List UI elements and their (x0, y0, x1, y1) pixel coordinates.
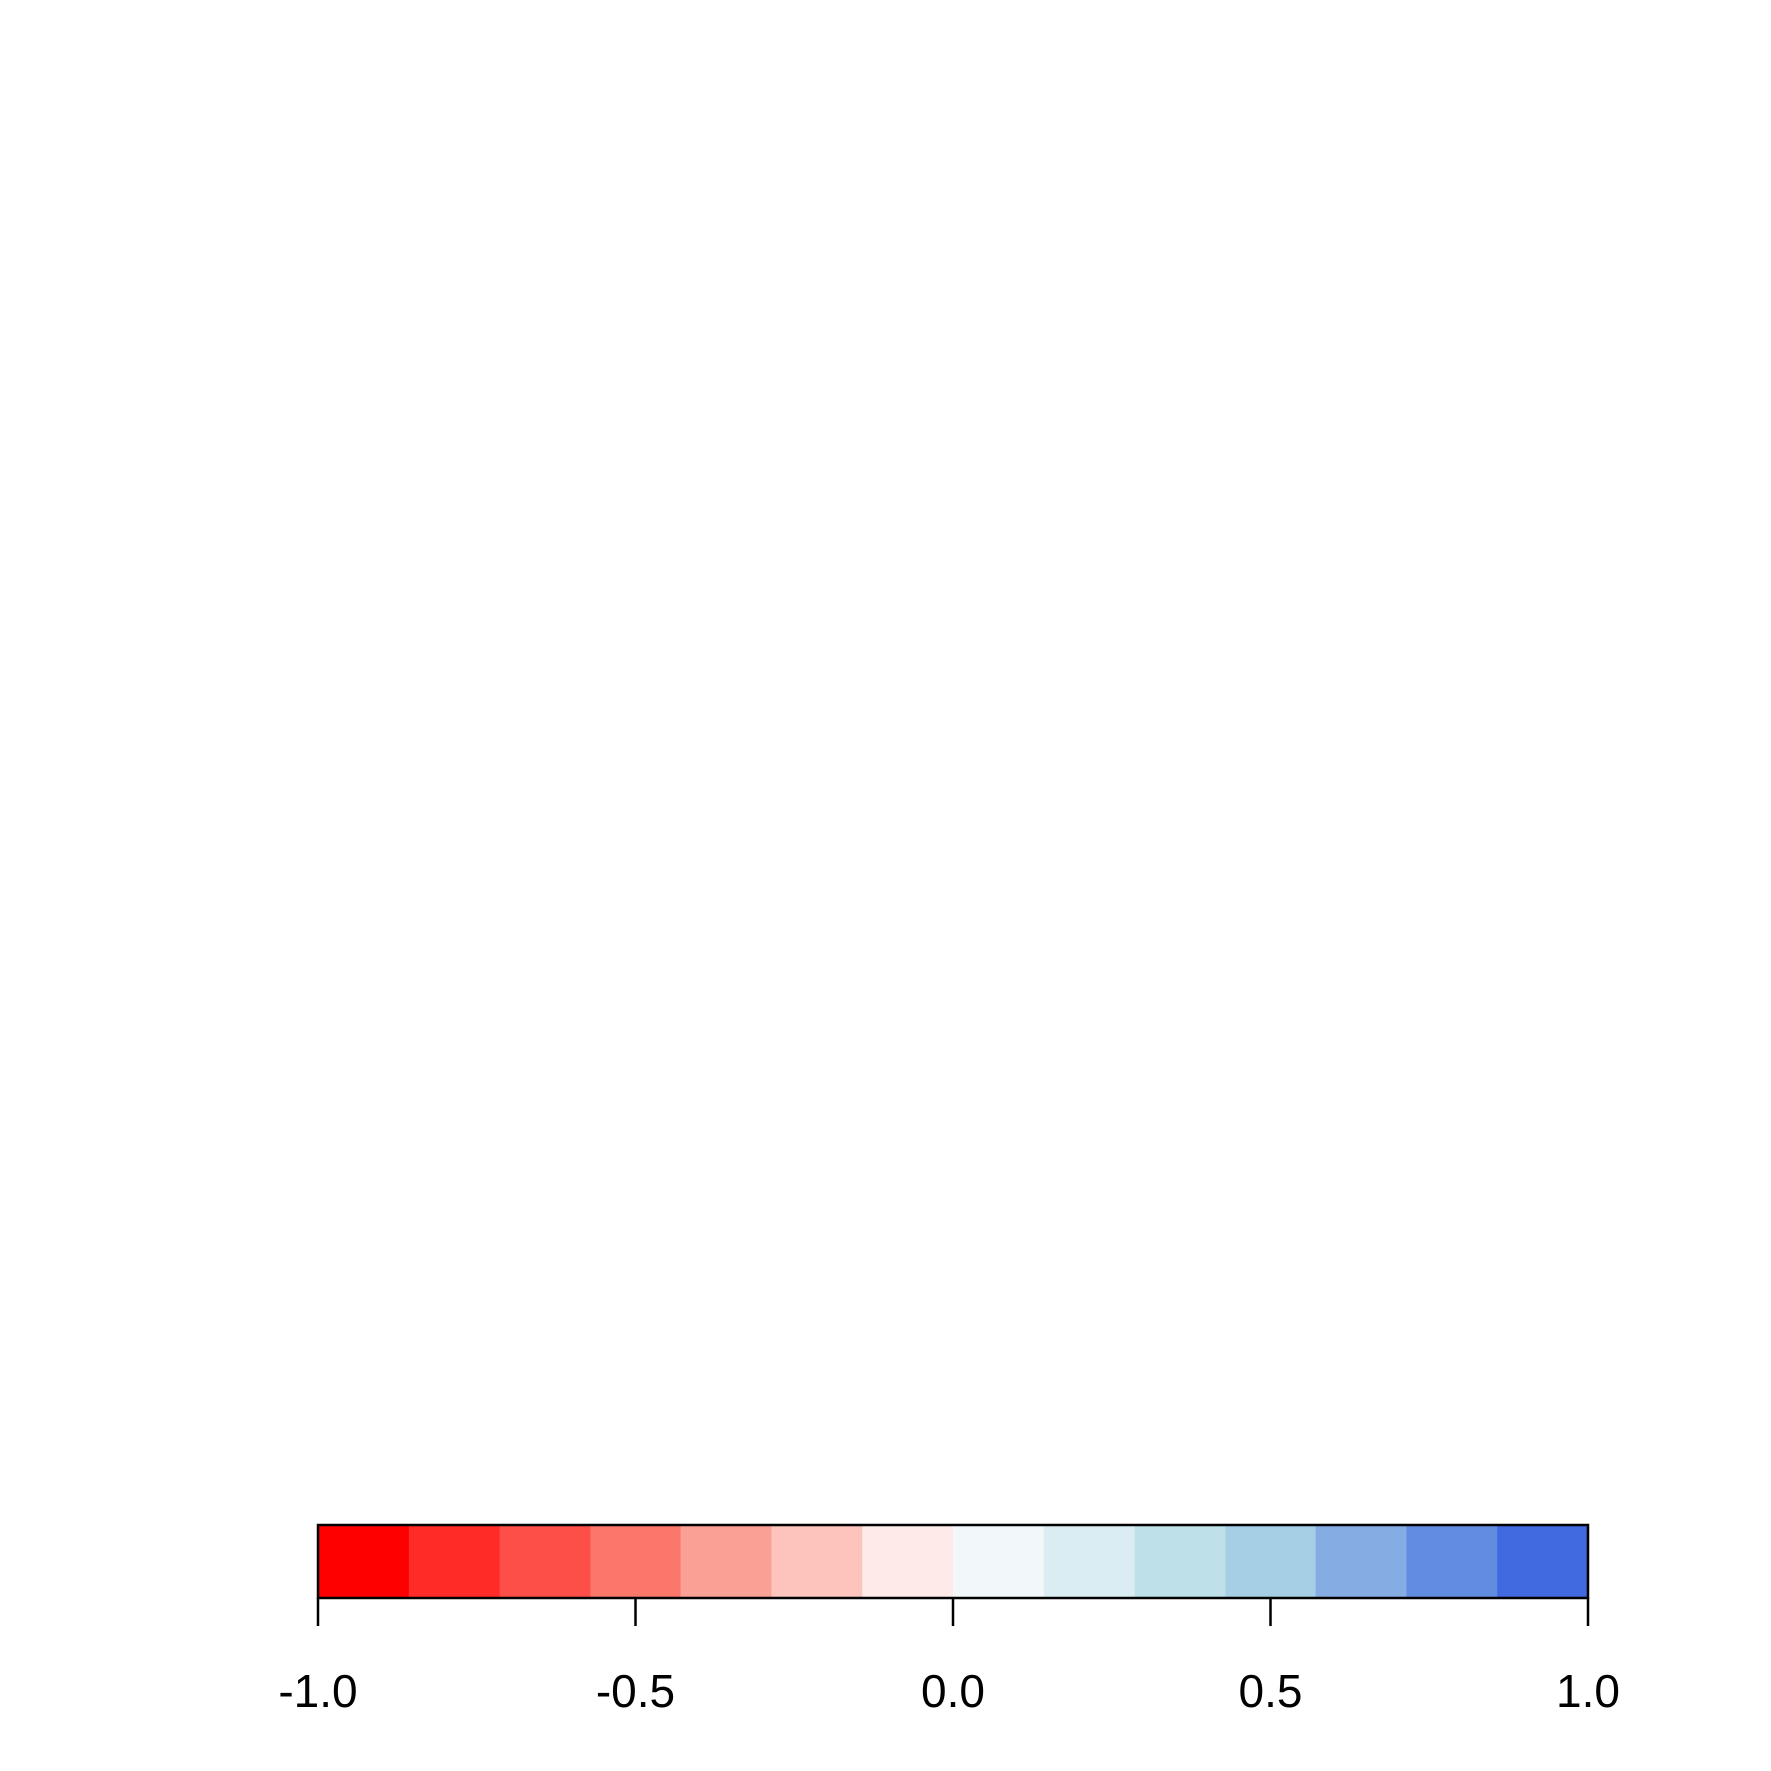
colorbar-bin-3 (590, 1525, 682, 1598)
colorbar-tick-label-0: -1.0 (278, 1665, 357, 1717)
colorbar-bins (318, 1525, 1589, 1598)
colorbar-axis: -1.0 -0.5 0.0 0.5 1.0 (278, 1598, 1620, 1717)
colorbar-tick-label-1: -0.5 (596, 1665, 675, 1717)
colorbar-bin-0 (318, 1525, 410, 1598)
colorbar-tick-label-3: 0.5 (1239, 1665, 1303, 1717)
colorbar-bin-8 (1043, 1525, 1136, 1598)
colorbar-bin-5 (771, 1525, 863, 1598)
colorbar-bin-6 (862, 1525, 954, 1598)
colorbar-tick-label-4: 1.0 (1556, 1665, 1620, 1717)
colorbar-bin-9 (1134, 1525, 1227, 1598)
colorbar-bin-12 (1406, 1525, 1498, 1598)
colorbar-tick-label-2: 0.0 (921, 1665, 985, 1717)
colorbar-bin-2 (499, 1525, 592, 1598)
colorbar-bin-7 (953, 1525, 1045, 1598)
colorbar-bin-10 (1225, 1525, 1317, 1598)
colorbar-bin-1 (408, 1525, 501, 1598)
colorbar-bin-11 (1315, 1525, 1407, 1598)
colorbar-bin-4 (680, 1525, 772, 1598)
colorbar-bin-13 (1497, 1525, 1589, 1598)
